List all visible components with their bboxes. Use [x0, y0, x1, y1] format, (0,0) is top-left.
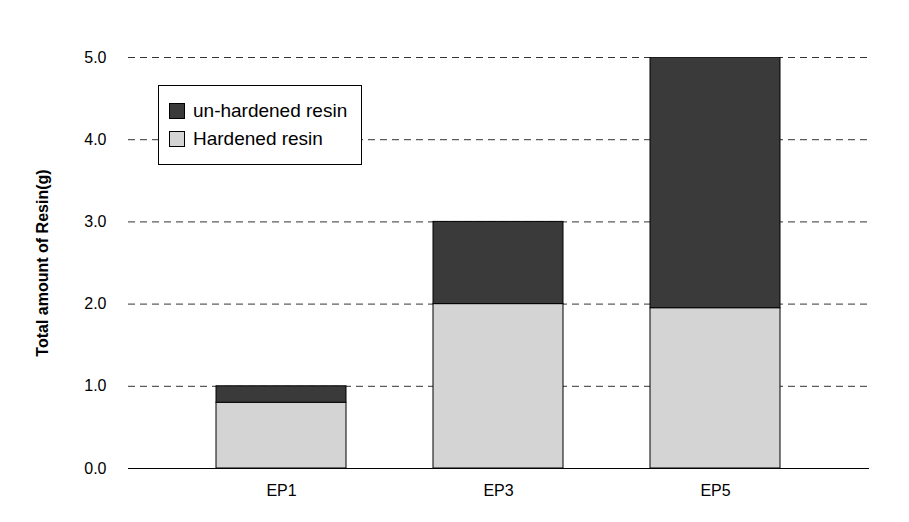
- html-text:un-hardened resin: un-hardened resin: [193, 100, 348, 121]
- svg-text:1.0: 1.0: [84, 377, 106, 394]
- html-text:Hardened resin: Hardened resin: [193, 128, 323, 149]
- svg-text:3.0: 3.0: [84, 213, 106, 230]
- svg-text:0.0: 0.0: [84, 460, 106, 477]
- svg-text:5.0: 5.0: [84, 49, 106, 66]
- svg-text:4.0: 4.0: [84, 131, 106, 148]
- svg-text:EP5: EP5: [700, 482, 730, 499]
- svg-text:EP1: EP1: [266, 482, 296, 499]
- svg-text:Total amount of Resin(g): Total amount of Resin(g): [34, 169, 51, 356]
- svg-text:2.0: 2.0: [84, 295, 106, 312]
- svg-text:EP3: EP3: [483, 482, 513, 499]
